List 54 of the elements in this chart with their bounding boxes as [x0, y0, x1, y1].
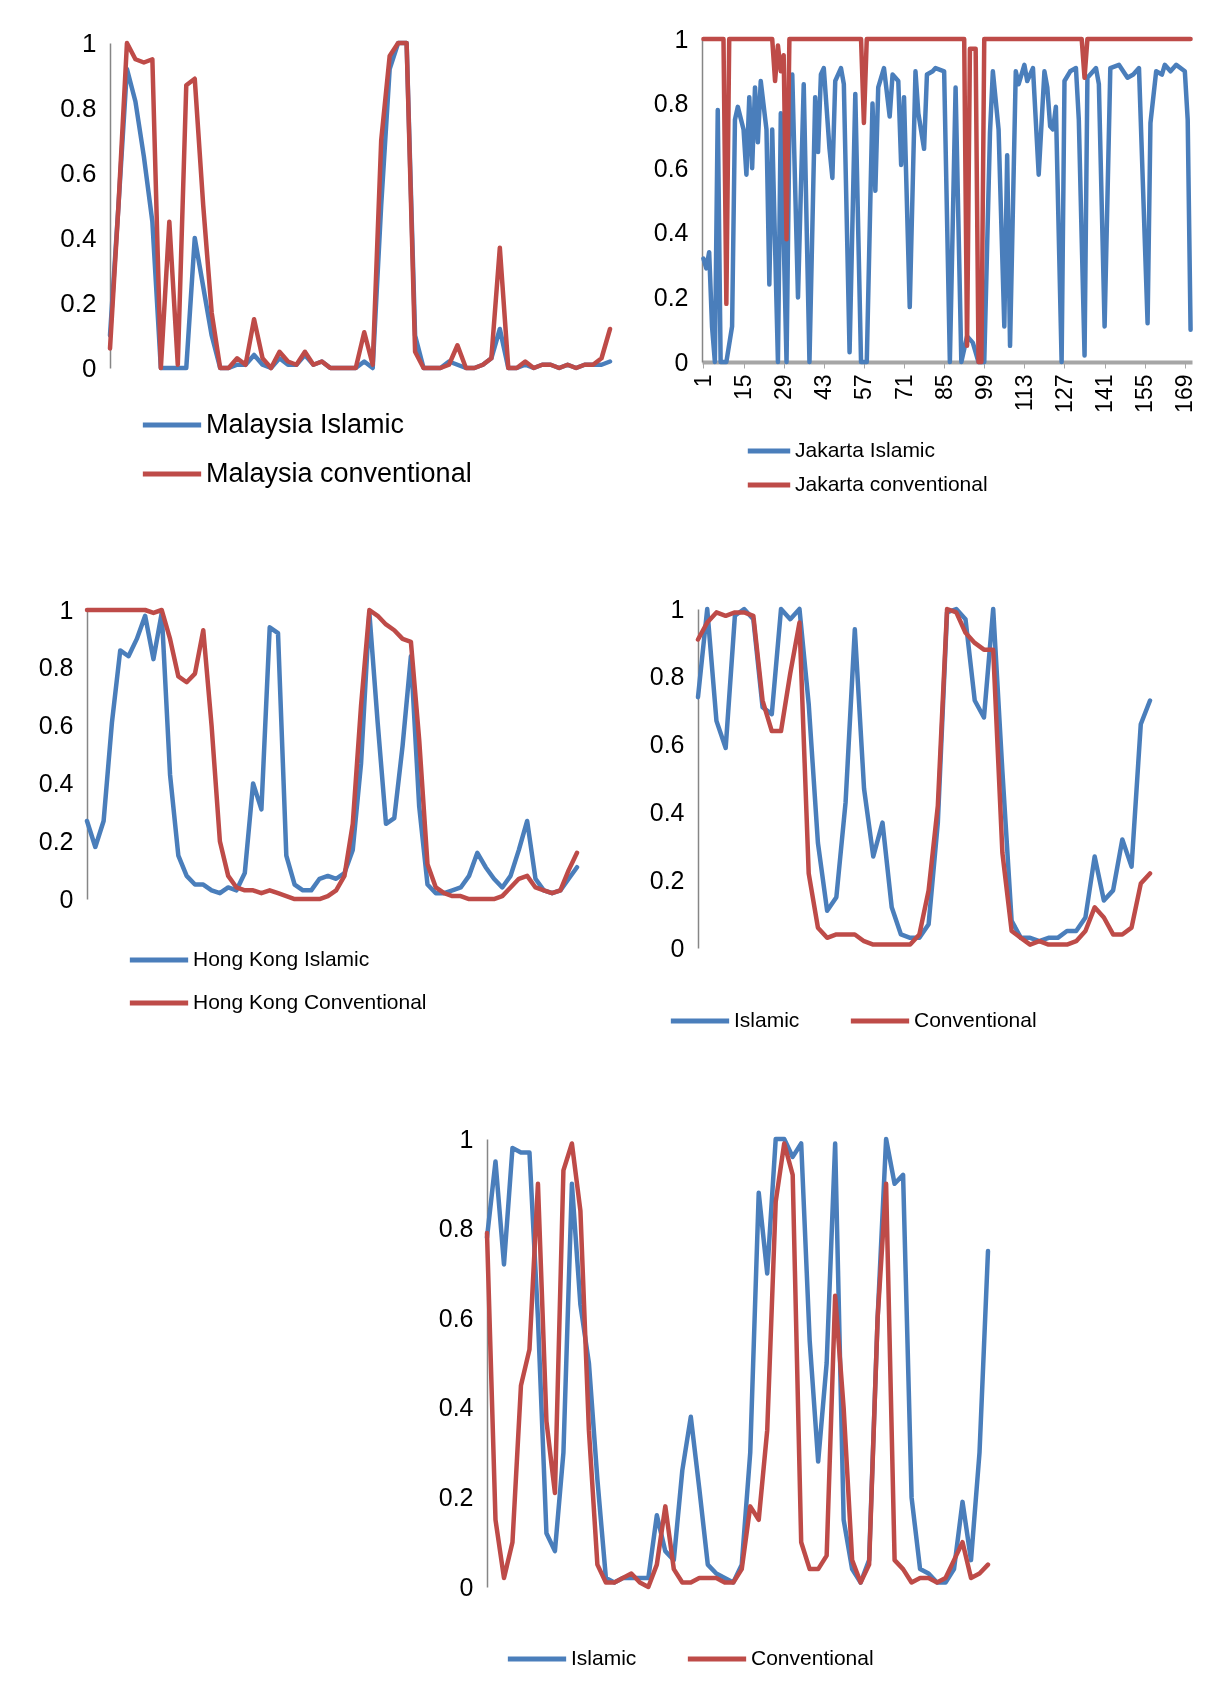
x-tick-label: 85 [930, 374, 957, 401]
y-tick-label: 0.6 [438, 1303, 474, 1332]
y-tick-label: 0.2 [438, 1482, 474, 1511]
x-tick-label: 15 [730, 374, 757, 401]
y-tick-label: 0.4 [38, 768, 74, 797]
y-tick-label: 1 [82, 27, 97, 58]
y-tick-label: 0.2 [653, 282, 689, 311]
legend-label: Conventional [914, 1008, 1037, 1031]
x-tick-label: 169 [1171, 374, 1198, 413]
x-tick-label: 99 [970, 374, 997, 401]
legend-label: Islamic [734, 1008, 800, 1031]
y-tick-label: 0 [674, 347, 689, 376]
x-tick-label: 29 [770, 374, 797, 401]
y-tick-label: 0.4 [438, 1393, 474, 1422]
legend-label: Malaysia Islamic [206, 409, 405, 439]
y-tick-label: 0.6 [653, 153, 689, 182]
x-tick-label: 127 [1050, 374, 1077, 413]
x-tick-label: 1 [689, 374, 716, 388]
y-tick-label: 0.6 [60, 157, 97, 188]
legend-label: Jakarta Islamic [795, 438, 936, 461]
line-series [107, 40, 613, 371]
y-tick-label: 0.2 [38, 826, 74, 855]
y-tick-label: 0.6 [38, 711, 74, 740]
y-tick-label: 0 [59, 884, 74, 913]
y-tick-label: 0 [82, 352, 97, 383]
y-tick-label: 1 [59, 595, 74, 624]
legend-label: Hong Kong Islamic [193, 947, 370, 970]
y-tick-label: 0 [459, 1572, 474, 1601]
legend-label: Conventional [751, 1646, 874, 1669]
x-tick-label: 43 [810, 374, 837, 401]
y-tick-label: 1 [670, 594, 685, 623]
x-tick-label: 71 [890, 374, 917, 401]
y-tick-label: 0.4 [60, 222, 97, 253]
x-tick-label: 113 [1010, 374, 1037, 412]
y-tick-label: 0.8 [438, 1214, 474, 1243]
legend-label: Hong Kong Conventional [193, 990, 427, 1013]
y-tick-label: 0.2 [60, 287, 97, 318]
x-tick-label: 155 [1131, 374, 1158, 413]
y-tick-label: 0.8 [653, 89, 689, 118]
legend-label: Islamic [571, 1646, 637, 1669]
y-tick-label: 0.8 [649, 662, 685, 691]
x-tick-label: 57 [850, 374, 877, 401]
y-tick-label: 0.2 [649, 865, 685, 894]
y-tick-label: 0.4 [649, 797, 685, 826]
legend-label: Malaysia conventional [206, 458, 472, 488]
y-tick-label: 0.6 [649, 730, 685, 759]
y-tick-label: 1 [674, 24, 689, 53]
y-tick-label: 1 [459, 1124, 474, 1153]
y-tick-label: 0.8 [60, 92, 97, 123]
y-tick-label: 0.8 [38, 653, 74, 682]
y-tick-label: 0.4 [653, 218, 689, 247]
x-tick-label: 141 [1091, 374, 1118, 413]
y-tick-label: 0 [670, 933, 685, 962]
legend-label: Jakarta conventional [795, 472, 988, 495]
